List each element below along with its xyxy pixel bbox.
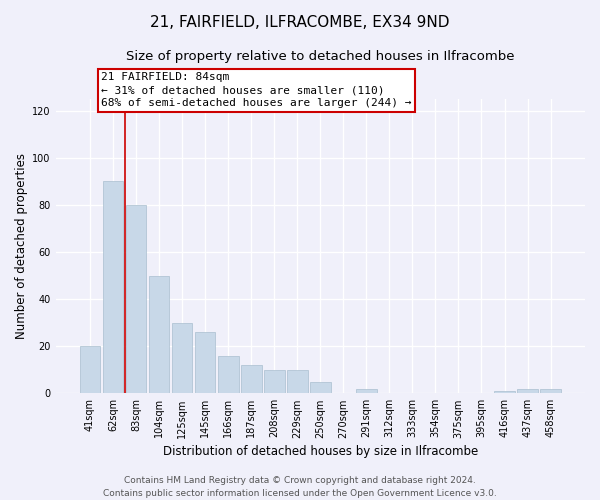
Bar [540, 388, 561, 394]
Text: 21 FAIRFIELD: 84sqm
← 31% of detached houses are smaller (110)
68% of semi-detac: 21 FAIRFIELD: 84sqm ← 31% of detached ho… [101, 72, 412, 108]
Bar [80, 346, 100, 394]
Bar [517, 388, 538, 394]
Bar [125, 205, 146, 394]
Bar [494, 391, 515, 394]
Text: Contains HM Land Registry data © Crown copyright and database right 2024.
Contai: Contains HM Land Registry data © Crown c… [103, 476, 497, 498]
Bar [195, 332, 215, 394]
X-axis label: Distribution of detached houses by size in Ilfracombe: Distribution of detached houses by size … [163, 444, 478, 458]
Bar [310, 382, 331, 394]
Bar [241, 365, 262, 394]
Bar [218, 356, 239, 394]
Bar [103, 182, 124, 394]
Bar [356, 388, 377, 394]
Title: Size of property relative to detached houses in Ilfracombe: Size of property relative to detached ho… [126, 50, 515, 63]
Bar [149, 276, 169, 394]
Y-axis label: Number of detached properties: Number of detached properties [15, 153, 28, 339]
Bar [172, 322, 193, 394]
Bar [264, 370, 284, 394]
Bar [287, 370, 308, 394]
Text: 21, FAIRFIELD, ILFRACOMBE, EX34 9ND: 21, FAIRFIELD, ILFRACOMBE, EX34 9ND [150, 15, 450, 30]
